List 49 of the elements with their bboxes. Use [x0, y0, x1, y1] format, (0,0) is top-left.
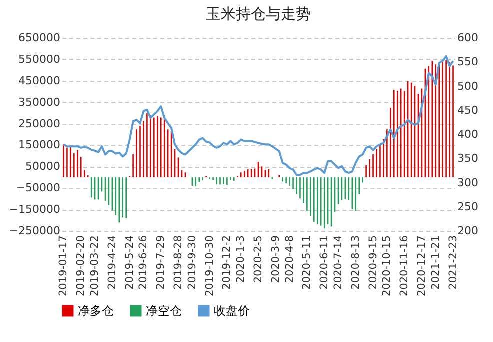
- y2-tick-label: 600: [458, 32, 478, 44]
- x-tick-label: 2020-1-3: [235, 236, 248, 284]
- x-tick-label: 2020-4-8: [284, 236, 296, 284]
- x-tick-label: 2020-2-5: [252, 236, 264, 284]
- x-tick-label: 2019-10-30: [204, 236, 216, 297]
- y-tick-label: −50000: [16, 182, 60, 195]
- x-tick-label: 2020-8-13: [350, 236, 362, 290]
- y2-tick-label: 500: [458, 80, 478, 93]
- legend-label: 收盘价: [214, 304, 250, 318]
- y2-tick-label: 300: [458, 176, 478, 190]
- y-tick-label: −250000: [9, 224, 60, 238]
- x-tick-label: 2019-03-22: [89, 236, 102, 297]
- x-tick-label: 2019-8-28: [172, 236, 185, 290]
- y-tick-label: 650000: [18, 32, 60, 44]
- y-tick-label: 50000: [26, 160, 60, 174]
- legend-label: 净空仓: [146, 304, 182, 318]
- x-tick-label: 2019-6-26: [138, 235, 150, 290]
- x-tick-label: 2019-12-2: [221, 236, 234, 290]
- x-tick-label: 2019-9-30: [186, 236, 198, 290]
- x-tick-label: 2019-4-24: [106, 235, 118, 290]
- y-tick-label: 550000: [18, 52, 60, 66]
- x-tick-label: 2019-5-24: [124, 235, 136, 290]
- line-series: [62, 55, 454, 176]
- y-tick-label: 350000: [18, 96, 60, 109]
- y2-tick-label: 550: [458, 56, 478, 69]
- y-tick-label: 250000: [18, 117, 60, 130]
- legend-label: 净多仓: [78, 304, 114, 318]
- x-tick-label: 2020-6-11: [318, 236, 331, 290]
- x-tick-label: 2020-9-15: [367, 236, 380, 290]
- y2-tick-label: 350: [458, 152, 478, 166]
- x-tick-label: 2019-7-29: [155, 236, 168, 290]
- x-tick-label: 2020-3-9: [270, 236, 282, 284]
- x-tick-label: 2020-10-15: [381, 236, 394, 297]
- y2-tick-label: 450: [458, 104, 478, 117]
- x-tick-label: 2021-2-23: [447, 236, 460, 290]
- y-tick-label: −150000: [9, 203, 60, 216]
- x-tick-label: 2019-01-17: [58, 236, 70, 297]
- y2-tick-label: 250: [458, 200, 478, 214]
- chart-title: 玉米持仓与走势: [206, 5, 311, 23]
- x-tick-label: 2020-7-14: [332, 235, 344, 290]
- y-tick-label: 450000: [18, 74, 60, 88]
- y-tick-label: 150000: [18, 138, 60, 152]
- x-tick-label: 2020-5-11: [301, 236, 314, 290]
- x-tick-label: 2019-02-20: [75, 236, 88, 297]
- y2-tick-label: 400: [458, 128, 478, 141]
- y2-tick-label: 200: [458, 224, 478, 238]
- x-tick-label: 2020-11-16: [398, 235, 411, 297]
- x-tick-label: 2020-12-17: [416, 236, 428, 297]
- x-tick-label: 2021-1-21: [430, 236, 442, 290]
